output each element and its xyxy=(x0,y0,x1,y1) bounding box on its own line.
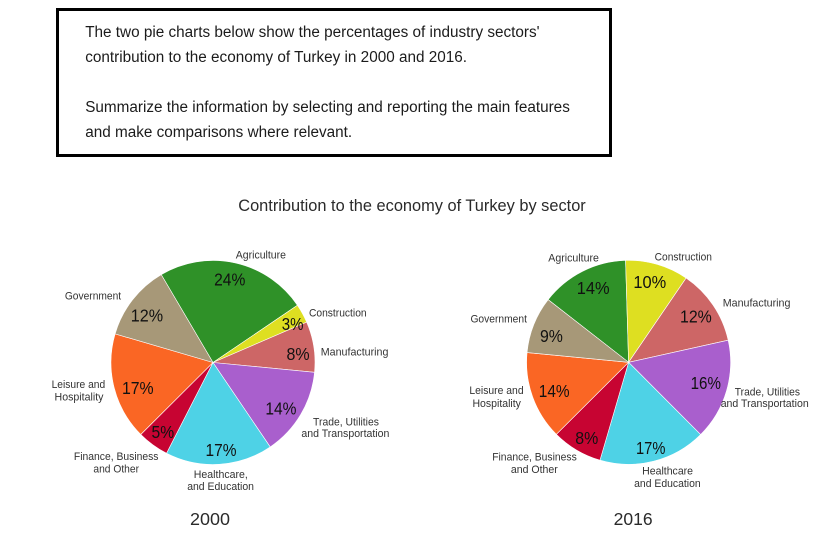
svg-text:Finance, Business: Finance, Business xyxy=(74,451,159,463)
svg-text:Construction: Construction xyxy=(655,252,712,264)
svg-text:Agriculture: Agriculture xyxy=(548,252,599,264)
svg-text:17%: 17% xyxy=(206,440,237,460)
svg-text:Healthcare: Healthcare xyxy=(642,466,693,478)
svg-text:14%: 14% xyxy=(577,278,610,298)
svg-text:Trade, Utilities: Trade, Utilities xyxy=(735,386,801,398)
svg-text:Construction: Construction xyxy=(309,308,367,320)
svg-text:and Education: and Education xyxy=(187,481,254,493)
svg-text:3%: 3% xyxy=(282,314,304,334)
svg-text:8%: 8% xyxy=(286,344,309,364)
svg-text:Leisure and: Leisure and xyxy=(469,385,523,397)
svg-text:Healthcare,: Healthcare, xyxy=(194,469,248,481)
svg-text:14%: 14% xyxy=(539,381,570,401)
svg-text:12%: 12% xyxy=(680,307,712,327)
svg-text:14%: 14% xyxy=(265,399,296,419)
svg-text:and Other: and Other xyxy=(93,463,139,475)
svg-text:and Other: and Other xyxy=(511,464,558,476)
svg-text:Manufacturing: Manufacturing xyxy=(723,297,791,309)
svg-text:Hospitality: Hospitality xyxy=(472,398,521,410)
svg-text:24%: 24% xyxy=(214,269,245,289)
svg-text:Government: Government xyxy=(470,314,527,326)
svg-text:5%: 5% xyxy=(152,422,175,442)
svg-text:8%: 8% xyxy=(575,428,598,448)
svg-text:2000: 2000 xyxy=(190,509,230,529)
svg-text:and Education: and Education xyxy=(634,478,701,490)
svg-text:Finance, Business: Finance, Business xyxy=(492,452,577,464)
svg-text:17%: 17% xyxy=(636,438,665,458)
svg-text:10%: 10% xyxy=(633,272,666,292)
svg-text:Manufacturing: Manufacturing xyxy=(321,347,389,359)
svg-text:16%: 16% xyxy=(691,373,721,393)
svg-text:Leisure and: Leisure and xyxy=(52,379,106,391)
svg-text:2016: 2016 xyxy=(614,509,653,529)
svg-text:Government: Government xyxy=(65,290,122,302)
svg-text:Agriculture: Agriculture xyxy=(236,249,286,261)
svg-text:Trade, Utilities: Trade, Utilities xyxy=(313,416,379,428)
svg-text:Contribution to the economy of: Contribution to the economy of Turkey by… xyxy=(238,197,586,215)
svg-text:and Transportation: and Transportation xyxy=(721,398,809,410)
svg-text:12%: 12% xyxy=(131,306,163,326)
svg-text:9%: 9% xyxy=(540,326,563,346)
svg-text:and Transportation: and Transportation xyxy=(301,428,389,440)
svg-text:Hospitality: Hospitality xyxy=(55,391,104,403)
svg-text:17%: 17% xyxy=(122,378,154,398)
